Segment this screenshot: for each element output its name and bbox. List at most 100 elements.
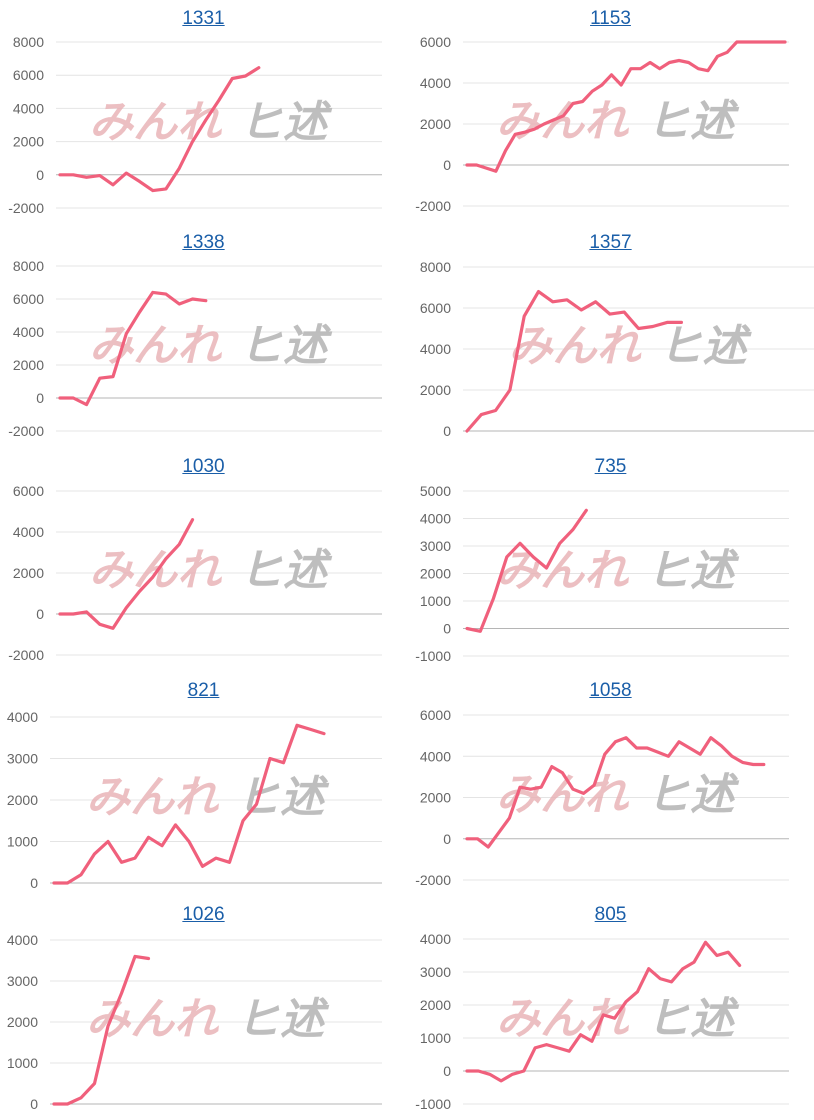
y-tick-label: 2000 (13, 565, 44, 581)
chart-title-link[interactable]: 805 (594, 904, 627, 925)
y-tick-label: 4000 (420, 511, 451, 527)
line-chart: 4000 3000 2000 1000 0 みんれ ヒ述 (7, 932, 382, 1112)
y-tick-label: 6000 (13, 67, 44, 83)
y-tick-label: 6000 (13, 291, 44, 307)
y-tick-label: 0 (30, 1096, 38, 1112)
y-tick-label: -2000 (415, 872, 451, 888)
watermark-logo: みんれ ヒ述 (496, 995, 740, 1044)
watermark-text-right: ヒ述 (659, 322, 753, 371)
watermark-text-right: ヒ述 (239, 98, 333, 147)
watermark-text-right: ヒ述 (646, 995, 740, 1044)
y-tick-label: 2000 (420, 566, 451, 582)
y-tick-label: 5000 (420, 483, 451, 499)
watermark-text-right: ヒ述 (646, 547, 740, 596)
series-line (465, 736, 766, 849)
watermark-logo: みんれ ヒ述 (496, 97, 740, 146)
y-tick-label: -2000 (8, 423, 44, 439)
watermark-text-left: みんれ (496, 995, 629, 1044)
y-tick-label: 0 (443, 831, 451, 847)
chart-panel: 821 4000 3000 2000 1000 0 みんれ ヒ述 (0, 672, 407, 896)
watermark-text-right: ヒ述 (239, 322, 333, 371)
watermark-text-right: ヒ述 (236, 773, 330, 822)
watermark-text-left: みんれ (509, 322, 642, 371)
y-tick-label: 4000 (420, 341, 451, 357)
y-tick-label: -2000 (415, 198, 451, 214)
y-tick-label: -1000 (415, 648, 451, 664)
y-tick-label: -1000 (415, 1096, 451, 1112)
y-tick-label: -2000 (8, 647, 44, 663)
y-tick-label: 1000 (7, 834, 38, 850)
line-chart: 6000 4000 2000 0 -2000 みんれ ヒ述 (415, 34, 789, 214)
y-tick-label: 2000 (7, 1014, 38, 1030)
chart-panel: 1331 8000 6000 4000 2000 0 -2000 みんれ ヒ述 (0, 0, 407, 224)
y-tick-label: 6000 (420, 707, 451, 723)
line-chart: 8000 6000 4000 2000 0 -2000 みんれ ヒ述 (8, 34, 382, 216)
y-tick-label: 2000 (420, 790, 451, 806)
line-chart: 4000 3000 2000 1000 0 みんれ ヒ述 (7, 709, 382, 891)
y-tick-label: -2000 (8, 200, 44, 216)
chart-panel: 1058 6000 4000 2000 0 -2000 みんれ ヒ述 (407, 672, 814, 896)
y-tick-label: 6000 (420, 300, 451, 316)
line-chart: 6000 4000 2000 0 -2000 みんれ ヒ述 (8, 483, 382, 663)
watermark-logo: みんれ ヒ述 (496, 547, 740, 596)
series-line (465, 40, 787, 173)
chart-title-link[interactable]: 1058 (589, 680, 632, 701)
chart-title-link[interactable]: 1331 (182, 8, 225, 29)
chart-panel: 1026 4000 3000 2000 1000 0 みんれ ヒ述 (0, 896, 407, 1120)
y-tick-label: 3000 (7, 973, 38, 989)
watermark-text-right: ヒ述 (239, 546, 333, 595)
y-tick-label: 6000 (420, 34, 451, 50)
watermark-text-left: みんれ (86, 995, 219, 1044)
y-tick-label: 2000 (7, 792, 38, 808)
series-line (465, 289, 683, 433)
watermark-text-left: みんれ (496, 97, 629, 146)
chart-panel: 1153 6000 4000 2000 0 -2000 みんれ ヒ述 (407, 0, 814, 224)
watermark-text-left: みんれ (86, 773, 219, 822)
y-tick-label: 8000 (13, 258, 44, 274)
y-tick-label: 0 (30, 875, 38, 891)
y-tick-label: 4000 (13, 324, 44, 340)
y-tick-label: 6000 (13, 483, 44, 499)
chart-panel: 1338 8000 6000 4000 2000 0 -2000 みんれ ヒ述 (0, 224, 407, 448)
y-tick-label: 3000 (420, 538, 451, 554)
chart-panel: 1030 6000 4000 2000 0 -2000 みんれ ヒ述 (0, 448, 407, 672)
chart-title-link[interactable]: 1357 (589, 232, 632, 253)
y-tick-label: 1000 (7, 1055, 38, 1071)
chart-panel: 1357 8000 6000 4000 2000 0 みんれ ヒ述 (407, 224, 814, 448)
y-tick-label: 0 (443, 423, 451, 439)
y-tick-label: 0 (443, 1063, 451, 1079)
line-chart: 8000 6000 4000 2000 0 みんれ ヒ述 (420, 259, 814, 439)
chart-title-link[interactable]: 1153 (590, 8, 631, 29)
watermark-logo: みんれ ヒ述 (89, 322, 333, 371)
line-chart: 6000 4000 2000 0 -2000 みんれ ヒ述 (415, 707, 789, 888)
watermark-text-left: みんれ (496, 547, 629, 596)
watermark-logo: みんれ ヒ述 (496, 771, 740, 820)
chart-title-link[interactable]: 1026 (182, 904, 225, 925)
line-chart: 4000 3000 2000 1000 0 -1000 みんれ ヒ述 (415, 931, 789, 1112)
y-tick-label: 2000 (13, 357, 44, 373)
y-tick-label: 3000 (420, 964, 451, 980)
line-chart: 5000 4000 3000 2000 1000 0 -1000 みんれ ヒ述 (415, 483, 789, 664)
y-tick-label: 0 (36, 390, 44, 406)
y-tick-label: 8000 (13, 34, 44, 50)
y-tick-label: 4000 (13, 100, 44, 116)
y-tick-label: 0 (443, 621, 451, 637)
chart-title-link[interactable]: 1338 (182, 232, 225, 253)
y-tick-label: 3000 (7, 751, 38, 767)
watermark-logo: みんれ ヒ述 (86, 995, 330, 1044)
watermark-text-left: みんれ (89, 322, 222, 371)
watermark-text-right: ヒ述 (236, 995, 330, 1044)
chart-title-link[interactable]: 735 (594, 456, 627, 477)
chart-title-link[interactable]: 1030 (182, 456, 225, 477)
series-line (58, 518, 195, 630)
y-tick-label: 2000 (420, 116, 451, 132)
y-tick-label: 1000 (420, 1030, 451, 1046)
series-line (465, 940, 742, 1083)
y-tick-label: 4000 (420, 748, 451, 764)
chart-title-link[interactable]: 821 (187, 680, 220, 701)
chart-panel: 805 4000 3000 2000 1000 0 -1000 みんれ ヒ述 (407, 896, 814, 1120)
y-tick-label: 0 (443, 157, 451, 173)
watermark-logo: みんれ ヒ述 (509, 322, 753, 371)
series-line (58, 66, 261, 193)
watermark-text-left: みんれ (89, 546, 222, 595)
